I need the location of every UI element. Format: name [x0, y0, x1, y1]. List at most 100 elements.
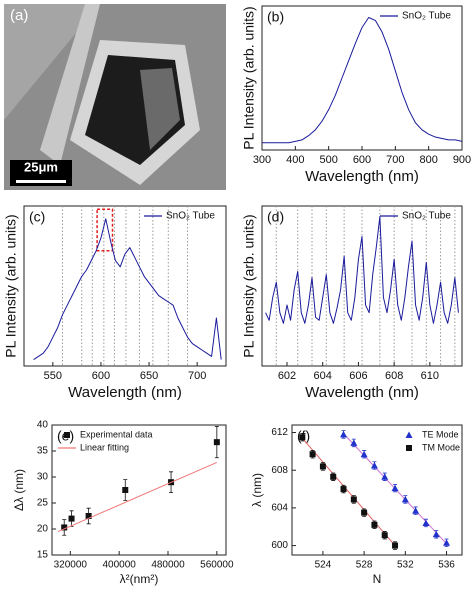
plot-frame: [51, 424, 227, 556]
y-tick-label: 604: [271, 503, 288, 514]
data-point: [391, 484, 399, 492]
panel-label: (a): [10, 7, 28, 24]
chart-panel: 300 400 500 600 700 800 900 Wavelength (nm) PL I…: [241, 5, 471, 185]
x-tick-label: 900: [453, 154, 471, 166]
data-point: [370, 462, 378, 469]
x-tick-label: 800: [419, 154, 437, 166]
y-axis-label: PL Intensity (arb. units): [241, 214, 257, 357]
legend-label: SnO₂ Tube: [166, 211, 215, 222]
sem-image: 25μm (a): [4, 4, 226, 190]
x-tick-label: 532: [397, 560, 414, 571]
plot-frame: [291, 424, 463, 556]
legend-label: TM Mode: [422, 442, 460, 452]
x-tick-label: 400000: [102, 560, 136, 571]
x-axis-label: Wavelength (nm): [305, 168, 419, 185]
legend-label: SnO₂ Tube: [402, 11, 451, 22]
x-tick-label: 608: [385, 370, 403, 382]
y-tick-label: 15: [37, 550, 49, 561]
data-point: [432, 530, 440, 538]
plot-frame: [261, 205, 463, 367]
y-tick-label: 20: [37, 524, 49, 535]
x-tick-label: 524: [315, 560, 332, 571]
x-tick-label: 600: [92, 370, 110, 382]
x-tick-label: 604: [314, 370, 332, 382]
legend-marker: [405, 431, 413, 438]
x-tick-label: 610: [421, 370, 439, 382]
data-point: [401, 495, 409, 503]
x-tick-label: 550: [44, 370, 62, 382]
y-axis-label: Δλ (nm): [12, 469, 26, 511]
y-tick-label: 600: [271, 540, 288, 551]
legend-label: Linear fitting: [80, 442, 129, 452]
y-tick-label: 35: [37, 446, 49, 457]
x-tick-label: 480000: [151, 560, 185, 571]
chart-panel: 550 600 650 700 Wavelength (nm) PL Intensity …: [3, 205, 227, 401]
x-axis-label: Wavelength (nm): [68, 384, 182, 401]
y-tick-label: 612: [271, 427, 288, 438]
legend-marker: [406, 445, 412, 451]
data-point: [340, 430, 348, 438]
highlight-box: [96, 208, 114, 252]
x-tick-label: 560000: [200, 560, 234, 571]
x-tick-label: 650: [140, 370, 158, 382]
data-point: [422, 519, 430, 526]
y-axis-label: PL Intensity (arb. units): [241, 6, 257, 149]
data-point: [299, 434, 306, 441]
legend-marker: [64, 432, 70, 438]
x-tick-label: 528: [356, 560, 373, 571]
data-line: [57, 461, 218, 533]
data-point: [392, 542, 399, 549]
data-point: [412, 507, 420, 514]
x-tick-label: 400: [286, 154, 304, 166]
scale-bar: [16, 180, 66, 183]
y-axis-label: λ (nm): [250, 473, 264, 507]
x-tick-label: 700: [386, 154, 404, 166]
x-axis-label: λ²(nm²): [120, 572, 159, 586]
legend-label: TE Mode: [422, 429, 459, 439]
panel-label: (d): [267, 209, 284, 225]
data-line: [33, 218, 222, 361]
data-point: [350, 439, 358, 446]
data-point: [350, 496, 357, 503]
x-tick-label: 500: [319, 154, 337, 166]
data-point: [381, 532, 388, 539]
y-tick-label: 608: [271, 465, 288, 476]
data-point: [68, 515, 75, 522]
x-axis-label: Wavelength (nm): [305, 384, 419, 401]
x-tick-label: 700: [188, 370, 206, 382]
plot-frame: [23, 205, 227, 367]
data-line: [262, 17, 463, 144]
legend-label: Experimental data: [80, 429, 153, 439]
panel-label: (b): [267, 9, 284, 25]
x-tick-label: 536: [438, 560, 455, 571]
x-tick-label: 320000: [54, 560, 88, 571]
data-point: [443, 539, 451, 546]
data-point: [340, 486, 347, 493]
legend-label: SnO₂ Tube: [402, 211, 451, 222]
x-tick-label: 602: [278, 370, 296, 382]
x-tick-label: 606: [349, 370, 367, 382]
panel-label: (c): [29, 209, 45, 225]
chart-panel: 320000 400000 480000 560000 15 20 25 30 35 40 λ²(n…: [12, 420, 234, 587]
data-point: [330, 473, 337, 480]
x-tick-label: 600: [353, 154, 371, 166]
x-axis-label: N: [373, 572, 382, 586]
data-point: [61, 524, 68, 531]
data-point: [360, 450, 368, 458]
x-tick-label: 300: [253, 154, 271, 166]
data-point: [309, 451, 316, 458]
data-point: [381, 473, 389, 480]
data-point: [361, 509, 368, 516]
scale-bar-label: 25μm: [24, 159, 58, 174]
fit-line: [301, 437, 396, 546]
data-point: [213, 439, 220, 446]
y-tick-label: 40: [37, 420, 49, 431]
image-texture: [4, 4, 100, 120]
tube-edge: [40, 4, 100, 165]
tube-inner-wall: [140, 68, 180, 150]
data-point: [371, 521, 378, 528]
data-point: [85, 513, 92, 519]
